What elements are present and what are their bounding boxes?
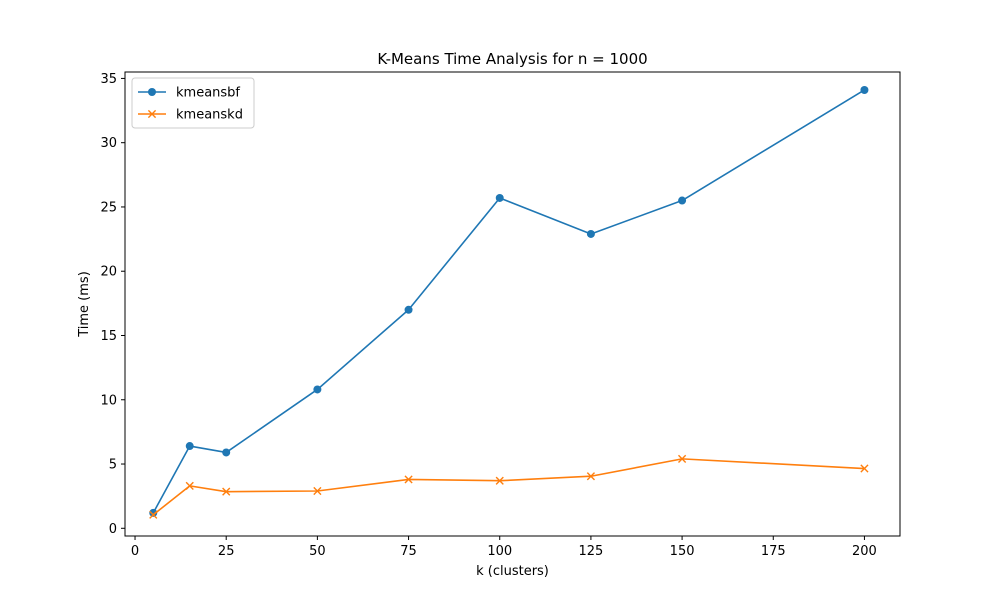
y-tick-label: 20 [100, 265, 117, 280]
x-tick-label: 200 [852, 544, 877, 559]
y-axis-label: Time (ms) [77, 271, 92, 338]
x-axis-label: k (clusters) [476, 564, 549, 579]
y-tick-label: 15 [100, 329, 117, 344]
legend-box [131, 77, 255, 129]
y-tick-label: 0 [109, 522, 117, 537]
y-tick-label: 10 [100, 393, 117, 408]
data-point-kmeanskd [185, 481, 194, 490]
data-point-kmeanskd [313, 486, 322, 496]
x-tick-label: 50 [309, 544, 326, 559]
data-point-kmeansbf [495, 193, 504, 202]
legend-label-kmeansbf: kmeansbf [176, 86, 240, 101]
x-tick-label: 150 [670, 544, 695, 559]
data-point-kmeansbf [313, 385, 322, 394]
y-axis: 0 5 10 15 20 25 30 35 [100, 72, 125, 537]
series-layer [149, 85, 869, 519]
legend-marker-kmeansbf [148, 88, 156, 96]
data-point-kmeanskd [586, 472, 596, 481]
data-point-kmeanskd [860, 464, 869, 473]
legend: kmeansbf kmeanskd [131, 77, 255, 129]
x-tick-label: 175 [761, 544, 786, 559]
data-point-kmeansbf [678, 196, 687, 205]
x-tick-label: 125 [578, 544, 603, 559]
x-tick-label: 0 [131, 544, 139, 559]
data-point-kmeanskd [149, 510, 158, 519]
data-point-kmeansbf [185, 442, 194, 451]
x-tick-label: 25 [218, 544, 235, 559]
legend-marker-kmeanskd [147, 109, 157, 119]
data-point-kmeansbf [586, 229, 595, 238]
data-point-kmeansbf [404, 305, 413, 314]
chart-title: K-Means Time Analysis for n = 1000 [377, 50, 647, 68]
y-tick-label: 30 [100, 136, 117, 151]
legend-label-kmeanskd: kmeanskd [176, 108, 243, 123]
plot-frame [124, 71, 901, 537]
data-point-kmeanskd [677, 454, 687, 463]
x-axis: 0 25 50 75 100 125 150 175 200 [131, 536, 877, 559]
x-tick-label: 100 [487, 544, 512, 559]
y-tick-label: 35 [100, 72, 117, 87]
x-tick-label: 75 [400, 544, 417, 559]
data-point-kmeansbf [149, 508, 158, 517]
data-point-kmeanskd [404, 475, 413, 484]
plot-area: 0 25 50 75 100 125 150 175 200 0 5 10 15 20 25 30 35 [100, 71, 901, 559]
data-point-kmeanskd [222, 487, 231, 496]
y-tick-label: 5 [109, 458, 117, 473]
data-point-kmeanskd [495, 476, 504, 485]
data-point-kmeansbf [222, 448, 231, 457]
data-point-kmeansbf [860, 85, 869, 94]
y-tick-label: 25 [100, 200, 117, 215]
